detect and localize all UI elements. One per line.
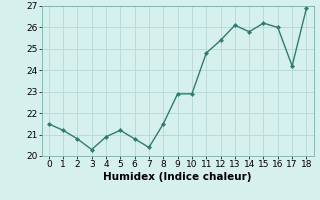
X-axis label: Humidex (Indice chaleur): Humidex (Indice chaleur) bbox=[103, 172, 252, 182]
